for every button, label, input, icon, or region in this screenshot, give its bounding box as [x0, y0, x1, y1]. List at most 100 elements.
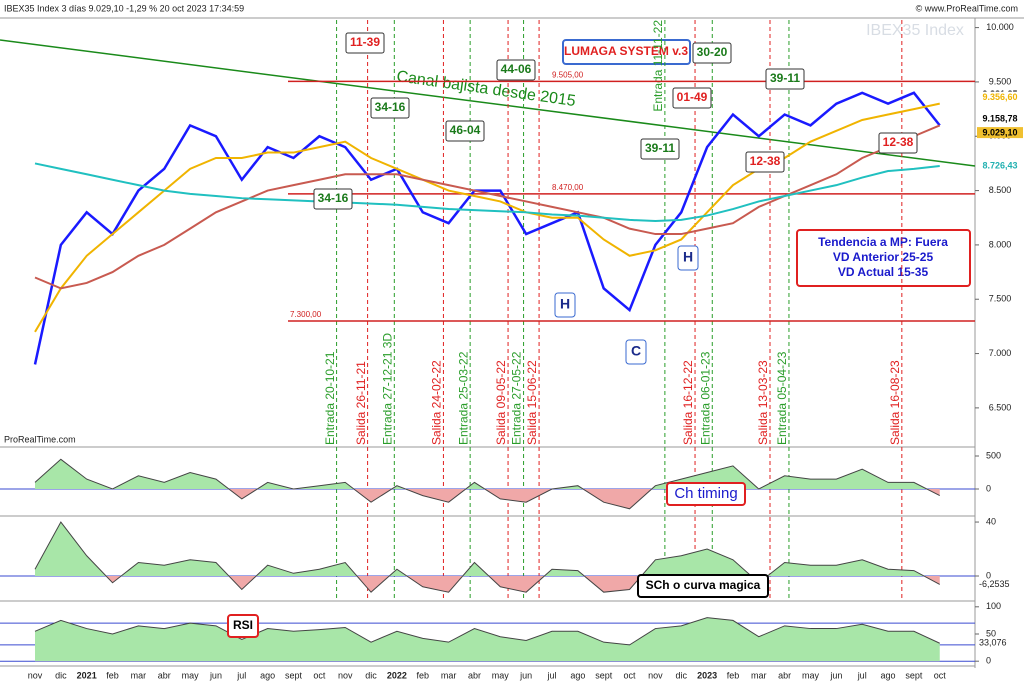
letter: H [683, 249, 693, 265]
x-tick-label: 2023 [697, 670, 717, 680]
signal-label: Salida 26-11-21 [354, 361, 368, 445]
last-tag [977, 637, 1023, 649]
last-tag-label: 33,076 [979, 638, 1007, 648]
signal-label: Entrada 27-12-21 3D [380, 333, 394, 445]
annotation-box [345, 32, 385, 54]
letter-box [554, 292, 576, 318]
x-tick-label: abr [158, 670, 171, 680]
x-tick-label: feb [106, 670, 119, 680]
y-tick-label: 500 [986, 450, 1001, 460]
oscillator-line [34, 617, 940, 646]
annotation-box [745, 151, 785, 173]
last-tag-label: -6,2535 [979, 579, 1010, 589]
area-positive [35, 459, 927, 489]
x-tick-label: abr [778, 670, 791, 680]
x-tick-label: oct [313, 670, 326, 680]
y-tick-label: 8.000 [989, 239, 1012, 249]
y-tick-label: 0 [986, 656, 991, 666]
signal-label: Salida 24-02-22 [430, 360, 444, 445]
x-tick-label: ago [881, 670, 896, 680]
last-tag [977, 578, 1023, 590]
panel-title: Ch timing [674, 485, 737, 502]
level-label: 8.470,00 [552, 183, 584, 192]
x-tick-label: feb [416, 670, 429, 680]
annotation-box [313, 188, 353, 210]
annotation: 12-38 [883, 135, 914, 149]
price-tag-label: 9.029,10 [982, 127, 1017, 137]
signal-label: Entrada 11-11-22 [651, 20, 665, 112]
x-tick-label: ago [570, 670, 585, 680]
annotation: 34-16 [318, 191, 349, 205]
x-tick-label: 2022 [387, 670, 407, 680]
signal-label: Entrada 06-01-23 [698, 351, 712, 445]
annotation: 01-49 [677, 90, 708, 104]
letter-box [625, 339, 647, 365]
annotation: 39-11 [770, 71, 800, 85]
source: © www.ProRealTime.com [916, 3, 1018, 13]
annotation: 39-11 [645, 141, 675, 155]
price-tag-label: 8.726,43 [982, 160, 1017, 170]
x-tick-label: may [182, 670, 200, 680]
x-tick-label: nov [28, 670, 43, 680]
x-tick-label: jun [829, 670, 842, 680]
y-tick-label: 40 [986, 516, 996, 526]
signal-label: Entrada 20-10-21 [323, 351, 337, 445]
x-tick-label: ago [260, 670, 275, 680]
signal-label: Salida 16-12-22 [681, 360, 695, 445]
y-tick-label: 6.500 [989, 402, 1012, 412]
title-box [637, 574, 769, 598]
annotation: 12-38 [750, 154, 781, 168]
area-positive [35, 522, 940, 576]
price-tag [977, 159, 1023, 171]
x-tick-label: nov [338, 670, 353, 680]
x-tick-label: jun [209, 670, 222, 680]
y-tick-label: 10.000 [986, 22, 1014, 32]
x-tick-label: jul [857, 670, 867, 680]
annotation: 34-16 [375, 100, 406, 114]
annotation-box [640, 138, 680, 160]
footer: ProRealTime.com [4, 434, 76, 444]
channel-line [0, 39, 976, 167]
y-tick-label: 100 [986, 601, 1001, 611]
annotation-box [445, 120, 485, 142]
y-tick-label: 7.500 [989, 294, 1012, 304]
title-box [666, 482, 746, 506]
price-line [34, 162, 940, 223]
y-tick-label: 7.000 [989, 348, 1012, 358]
x-tick-label: feb [727, 670, 740, 680]
status-line: VD Actual 15-35 [838, 265, 929, 279]
x-tick-label: dic [675, 670, 687, 680]
y-tick-label: 50 [986, 628, 996, 638]
price-line [34, 102, 940, 333]
x-tick-label: mar [751, 670, 767, 680]
x-tick-label: oct [624, 670, 637, 680]
oscillator-line [34, 521, 940, 593]
x-tick-label: may [802, 670, 820, 680]
system-label: LUMAGA SYSTEM v.3 [564, 44, 688, 58]
annotation-box [878, 132, 918, 154]
y-tick-label: 8.500 [989, 185, 1012, 195]
watermark: IBEX35 Index [866, 22, 964, 39]
annotation: 44-06 [501, 62, 532, 76]
annotation-box [370, 97, 410, 119]
signal-label: Salida 09-05-22 [494, 360, 508, 445]
oscillator-line [34, 458, 940, 510]
letter: C [631, 343, 641, 359]
signal-label: Salida 16-08-23 [888, 360, 902, 445]
y-tick-label: 0 [986, 570, 991, 580]
level-label: 7.300,00 [290, 310, 322, 319]
signal-label: Entrada 25-03-22 [456, 351, 470, 445]
annotation-box [692, 42, 732, 64]
letter: H [560, 296, 570, 312]
price-tag [977, 91, 1023, 103]
x-tick-label: nov [648, 670, 663, 680]
signal-label: Salida 15-06-22 [525, 360, 539, 445]
annotation: 30-20 [697, 45, 728, 59]
y-tick-label: 0 [986, 483, 991, 493]
status-box [796, 229, 971, 287]
x-tick-label: jul [546, 670, 556, 680]
level-label: 9.505,00 [552, 70, 584, 79]
annotation-box [496, 59, 536, 81]
x-tick-label: jun [519, 670, 532, 680]
panel-title: RSI [233, 618, 253, 632]
